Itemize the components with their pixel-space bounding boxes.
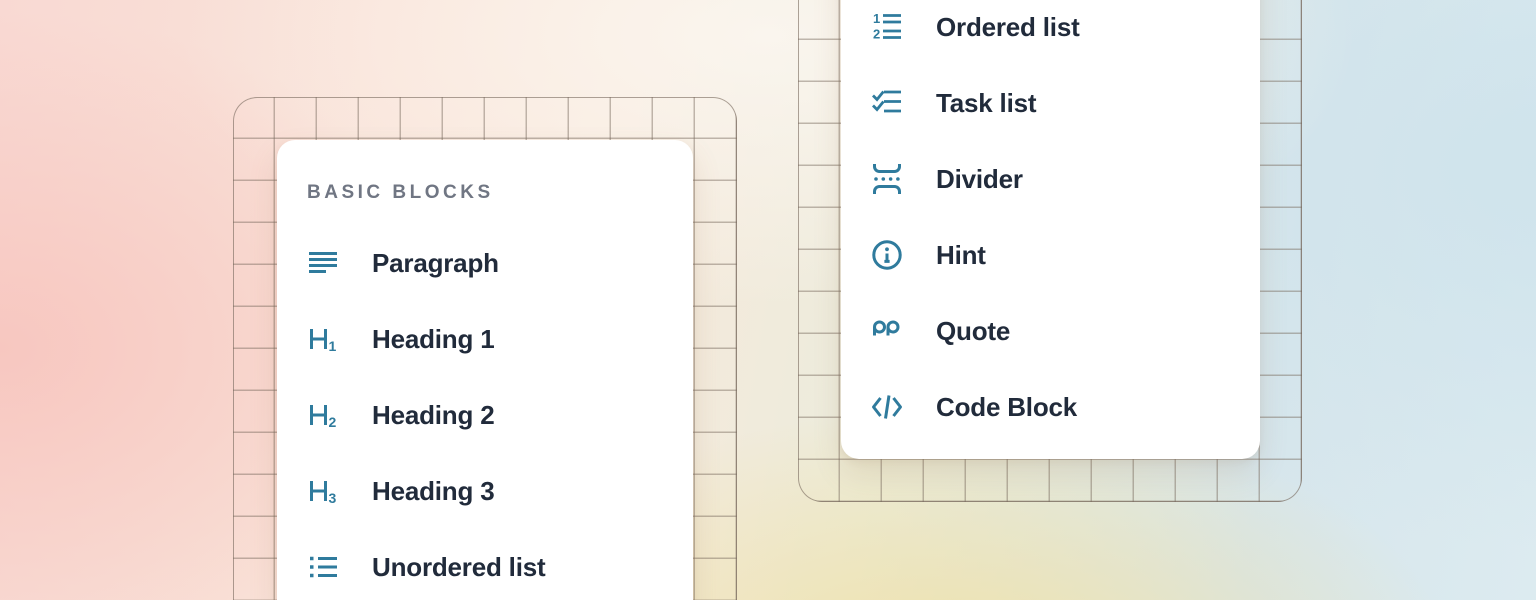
menu-item-heading-1[interactable]: 1 Heading 1 <box>277 301 693 377</box>
menu-item-code-block[interactable]: Code Block <box>841 369 1260 445</box>
menu-item-unordered-list[interactable]: Unordered list <box>277 529 693 600</box>
menu-item-task-list[interactable]: Task list <box>841 65 1260 141</box>
menu-item-label: Ordered list <box>936 11 1080 42</box>
task-list-icon <box>870 86 904 120</box>
hint-icon <box>870 238 904 272</box>
ordered-list-digit-2: 2 <box>873 27 880 42</box>
heading-2-digit: 2 <box>329 414 337 430</box>
code-block-icon <box>870 390 904 424</box>
divider-icon <box>870 162 904 196</box>
menu-item-ordered-list[interactable]: 1 2 Ordered list <box>841 0 1260 65</box>
menu-item-label: Heading 3 <box>372 475 495 506</box>
heading-1-icon: 1 <box>306 322 340 356</box>
heading-3-icon: 3 <box>306 474 340 508</box>
blocks-menu-continued: 1 2 Ordered list Task list <box>841 0 1260 459</box>
menu-item-label: Task list <box>936 87 1037 118</box>
menu-item-hint[interactable]: Hint <box>841 217 1260 293</box>
menu-item-label: Hint <box>936 239 986 270</box>
menu-item-label: Unordered list <box>372 551 546 582</box>
menu-item-heading-2[interactable]: 2 Heading 2 <box>277 377 693 453</box>
menu-item-label: Quote <box>936 315 1011 346</box>
blocks-list: 1 2 Ordered list Task list <box>841 0 1260 445</box>
unordered-list-icon <box>306 550 340 584</box>
heading-3-digit: 3 <box>329 490 337 506</box>
menu-item-label: Code Block <box>936 391 1078 422</box>
paragraph-icon <box>306 246 340 280</box>
menu-item-divider[interactable]: Divider <box>841 141 1260 217</box>
menu-item-label: Divider <box>936 163 1023 194</box>
basic-blocks-list: Paragraph 1 Heading 1 2 <box>277 225 693 600</box>
menu-item-quote[interactable]: Quote <box>841 293 1260 369</box>
menu-item-label: Paragraph <box>372 247 499 278</box>
ordered-list-icon: 1 2 <box>870 10 904 44</box>
basic-blocks-menu: BASIC BLOCKS Paragraph 1 Heading 1 <box>277 140 693 600</box>
heading-1-digit: 1 <box>329 338 337 354</box>
menu-item-label: Heading 1 <box>372 323 495 354</box>
menu-item-heading-3[interactable]: 3 Heading 3 <box>277 453 693 529</box>
section-label: BASIC BLOCKS <box>307 182 494 203</box>
menu-item-label: Heading 2 <box>372 399 495 430</box>
ordered-list-digit-1: 1 <box>873 11 880 26</box>
heading-2-icon: 2 <box>306 398 340 432</box>
quote-icon <box>870 314 904 348</box>
menu-item-paragraph[interactable]: Paragraph <box>277 225 693 301</box>
